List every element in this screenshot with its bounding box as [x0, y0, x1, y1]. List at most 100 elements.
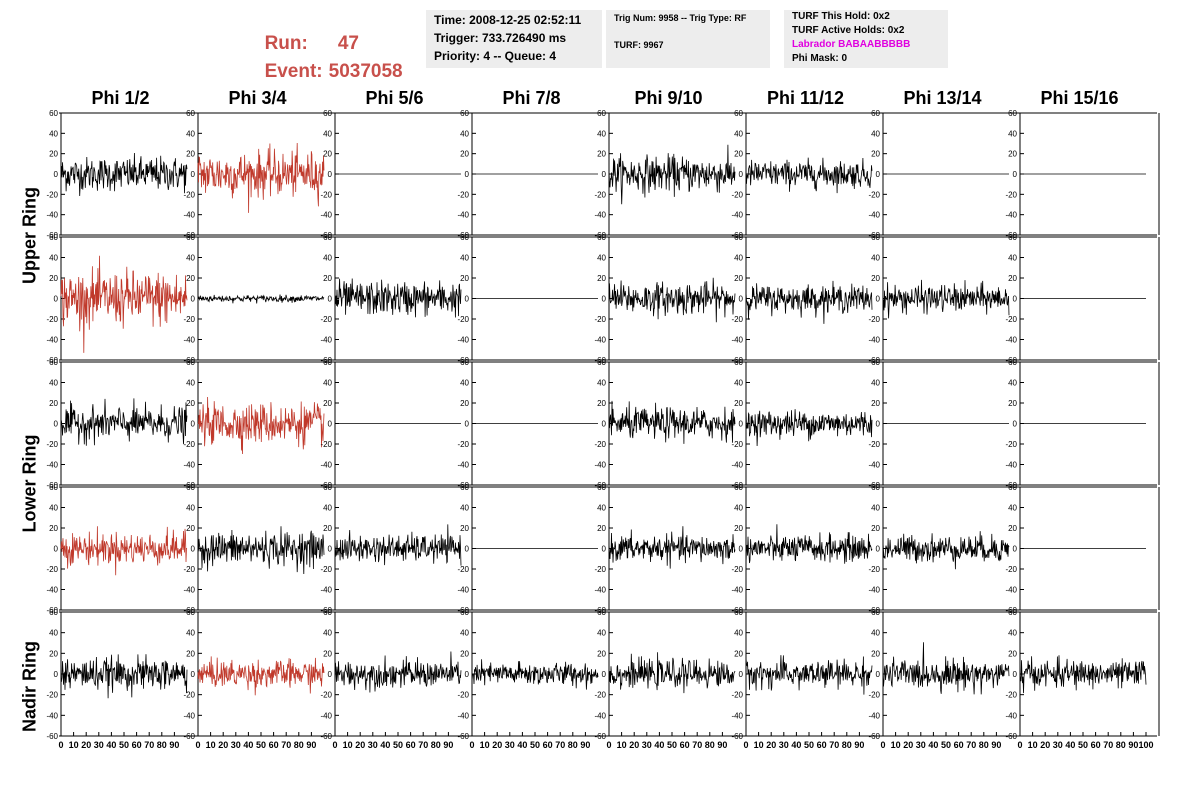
y-tick-label: -20: [46, 440, 58, 449]
x-tick-label: 70: [692, 740, 702, 750]
y-tick-label: -20: [183, 691, 195, 700]
y-tick-label: 20: [871, 399, 880, 408]
x-tick-label: 70: [555, 740, 565, 750]
y-tick-label: 40: [1008, 254, 1017, 263]
x-tick-label: 50: [119, 740, 129, 750]
y-tick-label: -60: [46, 356, 58, 365]
y-tick-label: 20: [734, 649, 743, 658]
y-tick-label: 60: [323, 109, 332, 118]
y-tick-label: 20: [1008, 524, 1017, 533]
x-tick-label: 50: [393, 740, 403, 750]
y-tick-label: -60: [183, 481, 195, 490]
y-tick-label: -20: [183, 315, 195, 324]
info-box-turf: TURF This Hold: 0x2 TURF Active Holds: 0…: [784, 10, 948, 68]
x-tick-label: 40: [1065, 740, 1075, 750]
y-tick-label: 40: [186, 254, 195, 263]
y-tick-label: 0: [465, 670, 470, 679]
y-tick-label: -20: [594, 190, 606, 199]
y-tick-label: -20: [1005, 440, 1017, 449]
y-tick-label: 60: [1008, 608, 1017, 617]
waveform-trace: [197, 142, 325, 213]
y-tick-label: 20: [323, 649, 332, 658]
y-tick-label: -60: [594, 732, 606, 741]
y-tick-label: -20: [1005, 190, 1017, 199]
waveform-trace: [60, 654, 188, 699]
y-tick-label: -40: [1005, 211, 1017, 220]
y-tick-label: 20: [597, 399, 606, 408]
y-tick-label: 60: [734, 608, 743, 617]
y-tick-label: -40: [457, 461, 469, 470]
y-tick-label: 60: [49, 483, 58, 492]
y-tick-label: 60: [186, 233, 195, 242]
labrador-text: Labrador BABAABBBBB: [792, 39, 911, 50]
y-tick-label: 20: [460, 150, 469, 159]
y-tick-label: 60: [186, 608, 195, 617]
y-tick-label: -20: [868, 691, 880, 700]
y-tick-label: 40: [734, 254, 743, 263]
x-tick-label: 10: [480, 740, 490, 750]
y-tick-label: 60: [186, 358, 195, 367]
y-tick-label: -60: [594, 231, 606, 240]
x-tick-label: 60: [680, 740, 690, 750]
y-tick-label: 40: [460, 129, 469, 138]
y-tick-label: -20: [731, 190, 743, 199]
y-tick-label: 40: [49, 129, 58, 138]
x-tick-label: 20: [355, 740, 365, 750]
x-tick-label: 80: [431, 740, 441, 750]
y-tick-label: -20: [183, 190, 195, 199]
y-tick-label: -40: [320, 711, 332, 720]
y-tick-label: -20: [46, 691, 58, 700]
x-tick-label: 60: [817, 740, 827, 750]
y-tick-label: -40: [868, 336, 880, 345]
y-tick-label: -60: [320, 356, 332, 365]
y-tick-label: 40: [871, 379, 880, 388]
y-tick-label: 0: [602, 545, 607, 554]
waveform-trace: [745, 655, 873, 695]
y-tick-label: -20: [457, 190, 469, 199]
x-tick-label: 60: [543, 740, 553, 750]
y-tick-label: 0: [739, 545, 744, 554]
y-tick-label: 40: [1008, 129, 1017, 138]
y-tick-label: 40: [734, 504, 743, 513]
y-tick-label: 0: [1013, 295, 1018, 304]
y-tick-label: 20: [734, 399, 743, 408]
y-tick-label: -20: [320, 691, 332, 700]
x-tick-label: 20: [766, 740, 776, 750]
y-tick-label: 0: [328, 170, 333, 179]
y-tick-label: -40: [1005, 461, 1017, 470]
y-tick-label: -60: [183, 606, 195, 615]
y-tick-label: 0: [465, 295, 470, 304]
x-tick-label: 0: [332, 740, 337, 750]
x-tick-label: 90: [854, 740, 864, 750]
x-tick-label: 80: [568, 740, 578, 750]
y-tick-label: 0: [465, 170, 470, 179]
y-tick-label: 0: [54, 295, 59, 304]
y-tick-label: -40: [183, 711, 195, 720]
y-tick-label: -60: [868, 481, 880, 490]
y-tick-label: 60: [734, 358, 743, 367]
y-tick-label: -20: [1005, 315, 1017, 324]
turf-text: TURF: 9967: [614, 40, 664, 50]
y-tick-label: 40: [49, 629, 58, 638]
y-tick-label: 0: [328, 670, 333, 679]
y-tick-label: 0: [739, 420, 744, 429]
y-tick-label: -40: [594, 461, 606, 470]
x-tick-label: 90: [169, 740, 179, 750]
y-tick-label: -20: [457, 440, 469, 449]
x-tick-label: 70: [144, 740, 154, 750]
y-tick-label: 20: [871, 274, 880, 283]
y-tick-label: 20: [323, 150, 332, 159]
y-tick-label: 20: [460, 274, 469, 283]
y-tick-label: -60: [46, 231, 58, 240]
waveform-trace: [60, 255, 188, 353]
y-tick-label: -20: [320, 190, 332, 199]
phi-mask-text: Phi Mask: 0: [792, 53, 848, 64]
y-tick-label: 40: [323, 379, 332, 388]
y-tick-label: 60: [734, 109, 743, 118]
y-tick-label: 0: [328, 420, 333, 429]
y-tick-label: -60: [594, 481, 606, 490]
x-tick-label: 30: [368, 740, 378, 750]
y-tick-label: -40: [1005, 586, 1017, 595]
y-tick-label: -60: [320, 732, 332, 741]
y-tick-label: 60: [871, 233, 880, 242]
